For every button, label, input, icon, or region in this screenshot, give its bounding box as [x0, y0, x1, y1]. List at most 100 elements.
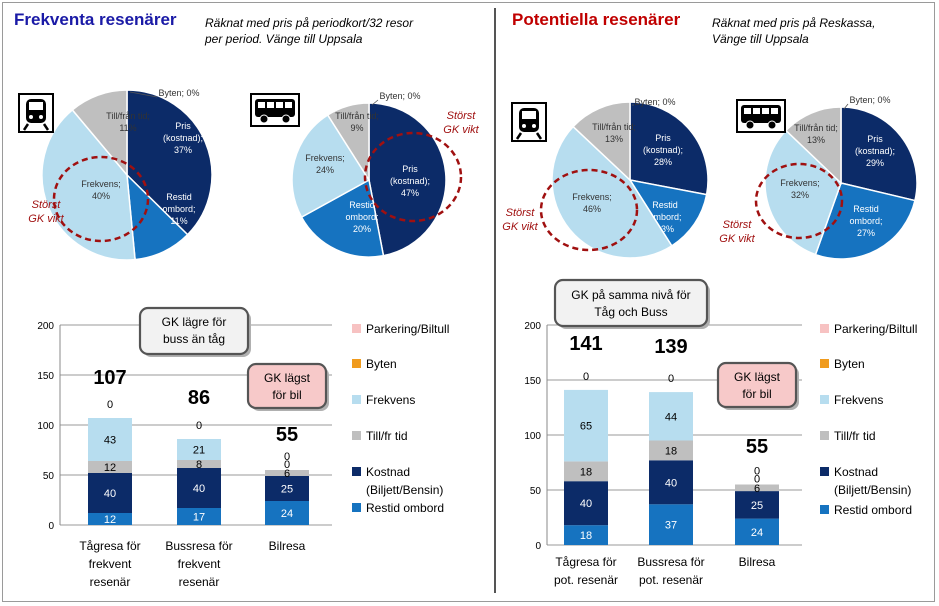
bar-left-bar-restid [177, 508, 221, 525]
bar-right-value-label-frekvens: 44 [665, 411, 677, 423]
left-gk-lagre-callout-box [138, 306, 250, 356]
right-gk-lagst-line1: GK lägst [734, 370, 781, 384]
bus-icon-window [276, 102, 283, 108]
train-icon-light-right [39, 115, 43, 119]
pie-right-bus-label-byten: Byten; 0% [849, 95, 890, 105]
bus-icon-window [744, 108, 751, 114]
left-bus-storst-annotation-line2: GK vikt [443, 124, 479, 136]
right-gk-lagst-callout [716, 361, 799, 410]
right-gk-samma-line1: GK på samma nivå för [571, 288, 690, 302]
bar-right-ytick-label: 0 [535, 541, 541, 552]
left-train-frekvens-highlight [52, 155, 150, 243]
bus-icon-window [285, 102, 292, 108]
pie-left-bus-label-tillfran: Till/från tid; [335, 111, 379, 121]
bar-left-value-label-tillfran: 6 [284, 468, 290, 480]
bar-right-category-label: Bussresa för [637, 555, 704, 569]
pie-right-train-label-byten: Byten; 0% [634, 97, 675, 107]
pie-right-train-label-frekvens: 46% [583, 204, 601, 214]
bar-left-value-label-pris: 40 [193, 483, 205, 495]
train-icon [511, 102, 547, 142]
pie-right-bus: Pris (kostnad); 29% Restid ombord; 27% Frekven… [764, 95, 918, 260]
bar-left-legend-swatch-tillfran [352, 431, 361, 440]
bar-right-legend-label: Parkering/Biltull [834, 322, 917, 336]
bar-right-legend-swatch-tillfran [820, 431, 829, 440]
pie-left-bus-label-restid: Restid [349, 200, 375, 210]
pie-right-train: Pris (kostnad); 28% Restid ombord; 13% Frekven… [551, 97, 709, 259]
pie-right-train-label-restid: 13% [656, 224, 674, 234]
bar-right-category-label: pot. resenär [639, 573, 703, 587]
bar-right-legend-label: (Biljett/Bensin) [834, 483, 911, 497]
bar-left-legend-swatch-pris [352, 467, 361, 476]
right-train-storst-annotation-line2: GK vikt [502, 221, 538, 233]
bus-icon-wheel-right [281, 114, 291, 124]
bar-right-total-label: 141 [569, 333, 602, 355]
bar-left-legend-label: Kostnad [366, 465, 410, 479]
bar-left-bar-pris [265, 476, 309, 501]
pie-right-train-label-pris: 28% [654, 157, 672, 167]
bar-left-category-label: frekvent [178, 557, 221, 571]
bus-icon [736, 99, 786, 133]
right-gk-lagst-callout-box [716, 361, 798, 409]
bar-right-bar-restid [649, 504, 693, 545]
bar-left-legend-label: Frekvens [366, 393, 415, 407]
pie-left-train-label-tillfran: Till/från tid; [106, 111, 150, 121]
bar-left-legend-label: Byten [366, 357, 397, 371]
bar-left: 0 50 100 150 200 12 40 12 43 0 107 Tågresa för frekv… [37, 321, 449, 589]
pie-left-train-label-byten: Byten; 0% [158, 88, 199, 98]
right-bus-storst-annotation-line1: Störst [723, 219, 753, 231]
bar-left-ytick-label: 0 [48, 521, 54, 532]
bus-icon-wheel-right [767, 120, 777, 130]
bar-right-ytick-label: 100 [524, 431, 541, 442]
pie-right-bus-label-tillfran: Till/från tid; [794, 123, 838, 133]
bar-right-ytick-label: 200 [524, 321, 541, 332]
bar-right-ytick-label: 50 [530, 486, 542, 497]
bar-right-value-label-restid: 37 [665, 520, 677, 532]
pie-right-bus-slice-pris [840, 106, 918, 202]
bar-right-legend-label: Byten [834, 357, 865, 371]
pie-right-train-label-pris: Pris [655, 133, 671, 143]
bar-right-value-label-byten: 0 [754, 466, 760, 478]
bus-icon-wheel-left [745, 120, 755, 130]
pie-right-train-label-frekvens: Frekvens; [572, 192, 612, 202]
bar-left-legend-label: (Biljett/Bensin) [366, 483, 443, 497]
bar-right-value-label-pris: 40 [665, 477, 677, 489]
pie-left-bus-label-restid: 20% [353, 224, 371, 234]
pie-left-bus-label-frekvens: Frekvens; [305, 153, 345, 163]
pie-right-bus-label-pris: (kostnad); [855, 146, 895, 156]
bar-right-bar-frekvens [649, 392, 693, 441]
pie-left-bus-label-restid: ombord; [345, 212, 378, 222]
bar-right-legend-label: Frekvens [834, 393, 883, 407]
right-panel-title: Potentiella resenärer [512, 10, 681, 29]
bar-left-legend-swatch-restid [352, 503, 361, 512]
right-gk-samma-callout-box [553, 278, 709, 328]
bar-right-legend-label: Kostnad [834, 465, 878, 479]
pie-right-train-slice-restid [628, 178, 708, 247]
pie-left-bus-label-frekvens: 24% [316, 165, 334, 175]
bar-right-bar-pris [564, 481, 608, 526]
bar-right: 0 50 100 150 200 18 40 18 65 0 141 Tågresa för pot. … [524, 321, 917, 587]
bar-left-legend-label: Parkering/Biltull [366, 322, 449, 336]
bar-right-legend-label: Restid ombord [834, 503, 912, 517]
train-icon-light-left [522, 124, 526, 128]
bar-left-value-label-pris: 40 [104, 488, 116, 500]
bar-right-value-label-byten: 0 [583, 371, 589, 383]
pie-left-train-label-frekvens: Frekvens; [81, 179, 121, 189]
bar-left-bar-frekvens [177, 439, 221, 460]
pie-left-bus-byten-leader [371, 99, 379, 106]
bar-right-bar-tillfran [564, 461, 608, 482]
bus-icon [250, 93, 300, 127]
bar-right-bar-pris [735, 491, 779, 519]
bar-left-value-label-frekvens: 21 [193, 445, 205, 457]
train-icon-window [522, 111, 536, 119]
bar-left-value-label-pris: 25 [281, 484, 293, 496]
bar-right-category-label: pot. resenär [554, 573, 618, 587]
bar-left-total-label: 107 [93, 367, 126, 389]
right-gk-samma-callout [553, 278, 710, 329]
right-panel-subtitle-line2: Vänge till Uppsala [712, 32, 809, 46]
pie-left-train-label-restid: Restid [166, 192, 192, 202]
left-gk-lagre-line1: GK lägre för [162, 315, 227, 329]
pie-right-bus-label-pris: Pris [867, 134, 883, 144]
left-train-storst-annotation-line2: GK vikt [28, 213, 64, 225]
bar-left-bar-tillfran [265, 470, 309, 476]
